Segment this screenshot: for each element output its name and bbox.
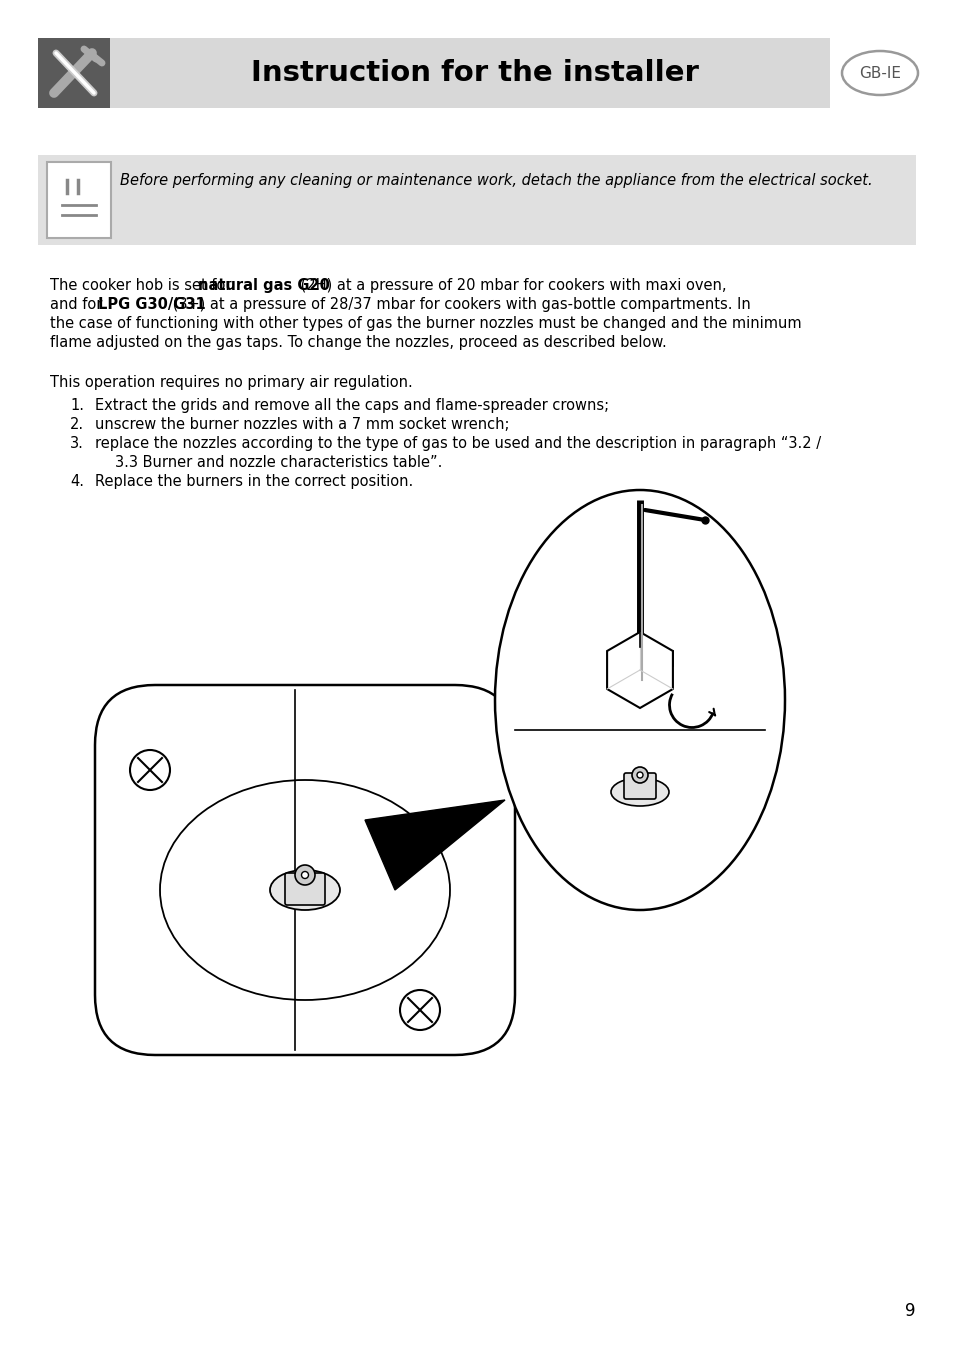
Text: Extract the grids and remove all the caps and flame-spreader crowns;: Extract the grids and remove all the cap… [95, 398, 608, 413]
Text: The cooker hob is set for: The cooker hob is set for [50, 278, 236, 293]
Ellipse shape [610, 778, 668, 806]
Text: 1.: 1. [70, 398, 84, 413]
Text: 3.: 3. [70, 436, 84, 451]
Circle shape [637, 772, 642, 778]
FancyBboxPatch shape [110, 38, 829, 108]
Text: and for: and for [50, 297, 107, 312]
Text: (3+) at a pressure of 28/37 mbar for cookers with gas-bottle compartments. In: (3+) at a pressure of 28/37 mbar for coo… [168, 297, 750, 312]
Text: 4.: 4. [70, 474, 84, 489]
Ellipse shape [270, 869, 339, 910]
FancyBboxPatch shape [623, 774, 656, 799]
Text: LPG G30/G31: LPG G30/G31 [98, 297, 206, 312]
Text: 3.3 Burner and nozzle characteristics table”.: 3.3 Burner and nozzle characteristics ta… [115, 455, 442, 470]
Circle shape [631, 767, 647, 783]
Text: natural gas G20: natural gas G20 [198, 278, 330, 293]
Text: Before performing any cleaning or maintenance work, detach the appliance from th: Before performing any cleaning or mainte… [120, 173, 872, 188]
Text: 9: 9 [903, 1301, 914, 1320]
Text: (2H) at a pressure of 20 mbar for cookers with maxi oven,: (2H) at a pressure of 20 mbar for cooker… [295, 278, 726, 293]
Text: replace the nozzles according to the type of gas to be used and the description : replace the nozzles according to the typ… [95, 436, 821, 451]
Polygon shape [606, 632, 672, 707]
FancyBboxPatch shape [95, 684, 515, 1054]
Text: Replace the burners in the correct position.: Replace the burners in the correct posit… [95, 474, 413, 489]
Text: the case of functioning with other types of gas the burner nozzles must be chang: the case of functioning with other types… [50, 316, 801, 331]
FancyBboxPatch shape [38, 38, 110, 108]
Text: Instruction for the installer: Instruction for the installer [251, 59, 699, 86]
Circle shape [294, 865, 314, 886]
Text: 2.: 2. [70, 417, 84, 432]
Text: This operation requires no primary air regulation.: This operation requires no primary air r… [50, 375, 413, 390]
FancyBboxPatch shape [285, 873, 325, 905]
Ellipse shape [495, 490, 784, 910]
Text: flame adjusted on the gas taps. To change the nozzles, proceed as described belo: flame adjusted on the gas taps. To chang… [50, 335, 666, 350]
FancyBboxPatch shape [38, 155, 915, 244]
Text: GB-IE: GB-IE [858, 66, 900, 81]
FancyBboxPatch shape [47, 162, 111, 238]
Circle shape [301, 872, 308, 879]
Polygon shape [365, 801, 504, 890]
Text: unscrew the burner nozzles with a 7 mm socket wrench;: unscrew the burner nozzles with a 7 mm s… [95, 417, 509, 432]
